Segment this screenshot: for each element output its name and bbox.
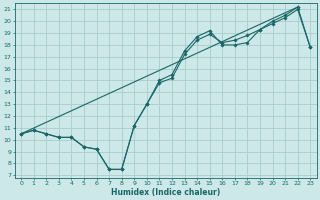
X-axis label: Humidex (Indice chaleur): Humidex (Indice chaleur) (111, 188, 220, 197)
